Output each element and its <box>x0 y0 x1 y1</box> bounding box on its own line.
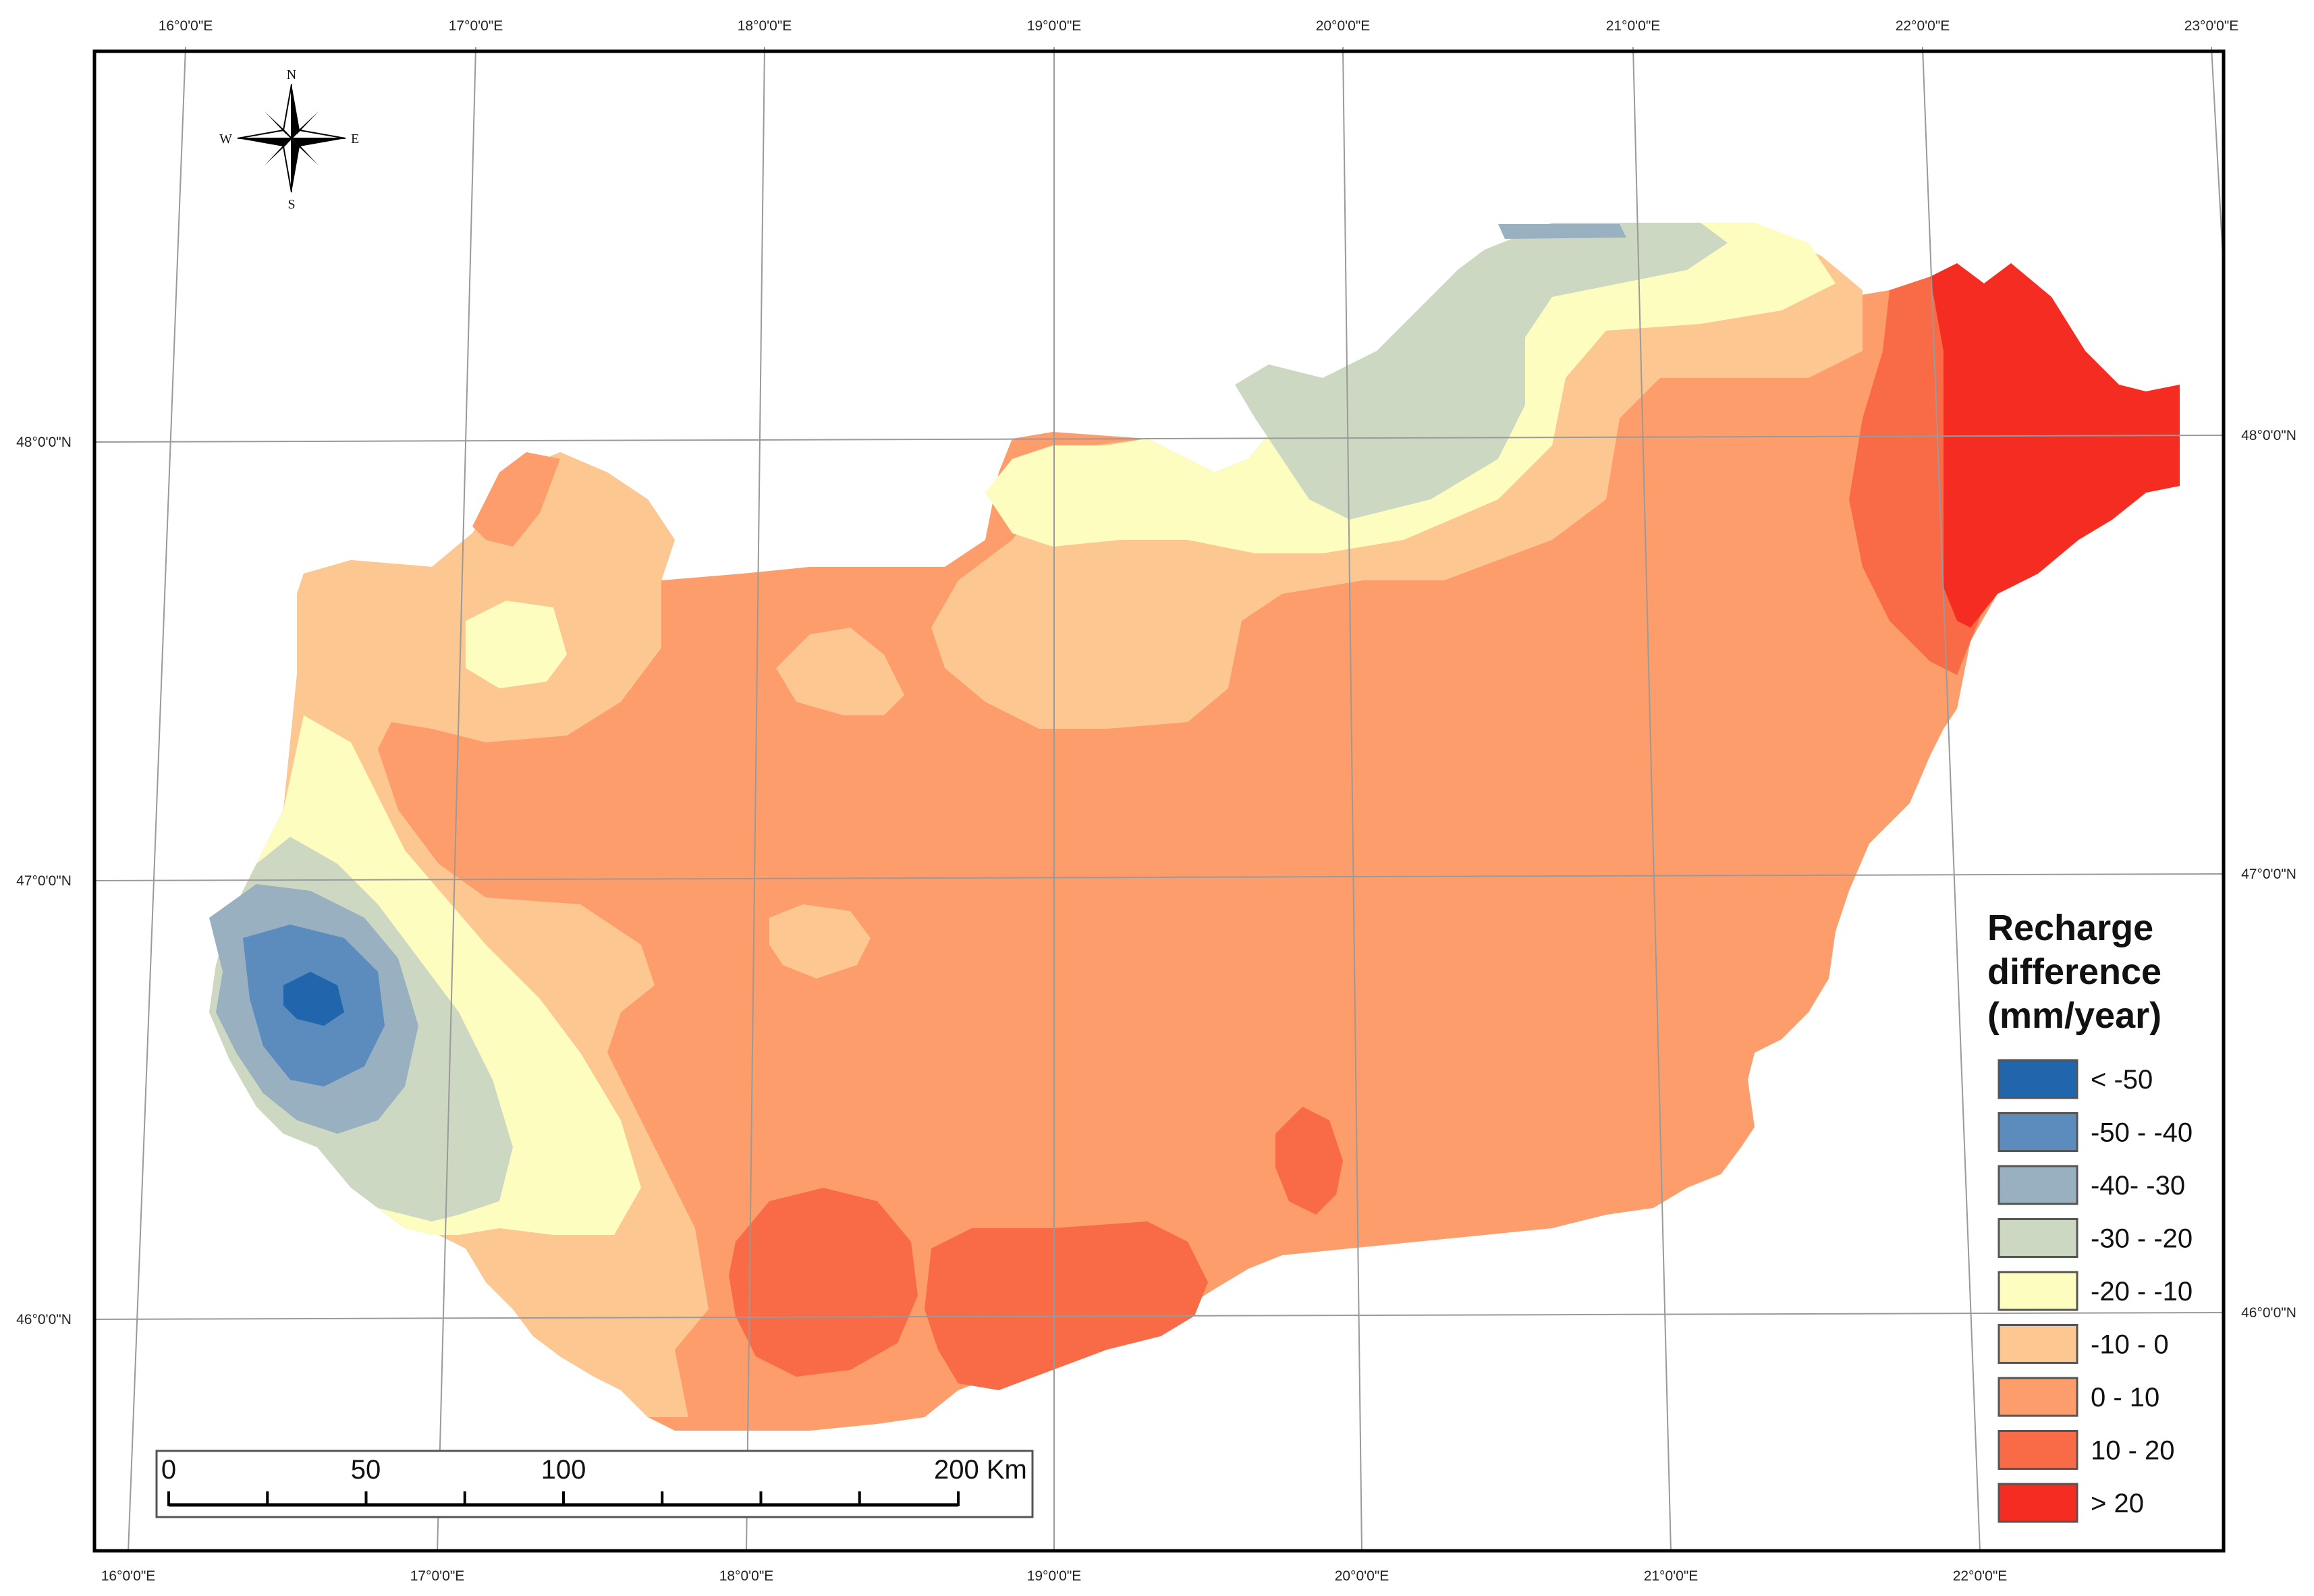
graticule <box>94 47 2224 1553</box>
region-greater-than-20-northeast <box>1930 263 2180 628</box>
coordinate-labels: 16°0'0"E 17°0'0"E 18°0'0"E 19°0'0"E 20°0… <box>16 18 2296 1584</box>
legend-swatch <box>1998 1430 2078 1470</box>
region-minus10-0-central-1 <box>776 628 904 715</box>
region-10-20-south-2 <box>925 1221 1208 1390</box>
region-10-20-south-1 <box>729 1188 918 1377</box>
legend-label: 10 - 20 <box>2091 1436 2175 1466</box>
lat-label-left: 46°0'0"N <box>16 1312 72 1327</box>
region-minus20-minus10-nw-spot <box>466 601 567 688</box>
legend-swatch <box>1998 1112 2078 1152</box>
legend-swatch <box>1998 1324 2078 1364</box>
lat-label-left: 48°0'0"N <box>16 435 72 450</box>
legend-swatch <box>1998 1377 2078 1417</box>
legend-items: < -50 -50 - -40 -40- -30 -30 - -20 -20 - -10… <box>1998 1059 2193 1523</box>
recharge-regions <box>209 223 2180 1431</box>
legend-swatch <box>1998 1059 2078 1099</box>
legend-label: -50 - -40 <box>2091 1118 2193 1148</box>
legend-title-line-2: difference <box>1987 952 2161 992</box>
compass-e: E <box>351 132 359 146</box>
scale-bar-box <box>155 1450 1034 1518</box>
compass-s: S <box>287 197 295 212</box>
lat-label-right: 47°0'0"N <box>2241 866 2296 882</box>
lon-label-bottom: 22°0'0"E <box>1953 1568 2008 1584</box>
compass-n: N <box>287 67 296 82</box>
scale-bar-ticks <box>167 1491 960 1506</box>
legend-label: < -50 <box>2091 1065 2153 1095</box>
legend-label: -30 - -20 <box>2091 1224 2193 1254</box>
meridian <box>746 47 765 1553</box>
lon-label-bottom: 17°0'0"E <box>410 1568 465 1584</box>
parallel <box>94 1312 2224 1320</box>
lon-label-bottom: 16°0'0"E <box>101 1568 156 1584</box>
legend-label: -20 - -10 <box>2091 1277 2193 1306</box>
meridian <box>1632 47 1672 1553</box>
legend-title-line-3: (mm/year) <box>1987 995 2161 1036</box>
lon-label-top: 20°0'0"E <box>1316 18 1371 34</box>
lon-label-top: 19°0'0"E <box>1027 18 1082 34</box>
lon-label-bottom: 21°0'0"E <box>1644 1568 1699 1584</box>
region-minus10-0-central-2 <box>769 904 871 979</box>
lon-label-top: 21°0'0"E <box>1606 18 1661 34</box>
compass-rose-icon: N S E W <box>219 67 359 212</box>
scale-bar: 0 50 100 200 Km <box>155 1450 1034 1518</box>
region-less-than-minus50 <box>283 972 344 1026</box>
compass-w: W <box>219 132 232 146</box>
scale-label-50: 50 <box>351 1455 381 1485</box>
lon-label-top: 17°0'0"E <box>449 18 503 34</box>
legend-label: -40- -30 <box>2091 1171 2185 1201</box>
region-minus10-0-nw-tip <box>472 452 560 547</box>
lon-label-top: 23°0'0"E <box>2184 18 2239 34</box>
meridian <box>437 47 476 1553</box>
lon-label-bottom: 19°0'0"E <box>1027 1568 1082 1584</box>
legend-swatch <box>1998 1218 2078 1258</box>
lon-label-bottom: 20°0'0"E <box>1335 1568 1389 1584</box>
legend-label: > 20 <box>2091 1489 2144 1518</box>
meridian <box>128 47 186 1553</box>
region-minus30-minus20-north <box>1235 223 1728 520</box>
legend-swatch <box>1998 1165 2078 1205</box>
region-minus40-minus30-north <box>1498 224 1626 239</box>
lon-label-top: 22°0'0"E <box>1896 18 1950 34</box>
legend-title-line-1: Recharge <box>1987 908 2153 948</box>
meridian <box>2211 47 2224 271</box>
legend-label: -10 - 0 <box>2091 1330 2169 1360</box>
scale-label-200: 200 Km <box>934 1455 1027 1485</box>
region-0-10 <box>209 223 2180 1431</box>
lat-label-right: 46°0'0"N <box>2241 1305 2296 1321</box>
scale-label-100: 100 <box>541 1455 586 1485</box>
parallel <box>94 435 2224 443</box>
lat-label-left: 47°0'0"N <box>16 873 72 889</box>
lon-label-top: 18°0'0"E <box>738 18 792 34</box>
legend-swatch <box>1998 1483 2078 1523</box>
legend-swatch <box>1998 1271 2078 1311</box>
meridian <box>1922 47 1981 1553</box>
region-10-20-south-3 <box>1275 1107 1343 1215</box>
lon-label-bottom: 18°0'0"E <box>719 1568 774 1584</box>
scale-label-0: 0 <box>161 1455 176 1485</box>
lon-label-top: 16°0'0"E <box>159 18 213 34</box>
legend-label: 0 - 10 <box>2091 1383 2159 1412</box>
parallel <box>94 873 2224 881</box>
legend: Recharge difference (mm/year) < -50 -50 -… <box>1987 908 2193 1523</box>
meridian <box>1342 47 1362 1553</box>
map-frame <box>92 49 2226 1553</box>
lat-label-right: 48°0'0"N <box>2241 428 2296 443</box>
